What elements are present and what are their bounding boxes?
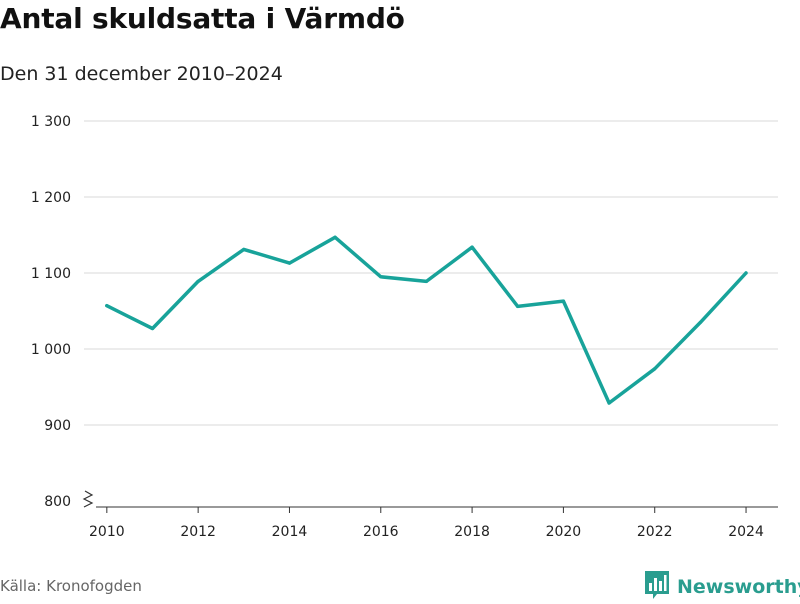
data-point	[150, 326, 155, 331]
y-tick-label: 1 000	[31, 342, 71, 358]
x-tick-label: 2022	[637, 524, 673, 540]
y-tick-label: 900	[44, 418, 71, 434]
y-tick-label: 1 300	[31, 114, 71, 130]
data-point	[105, 304, 109, 308]
data-point	[516, 304, 520, 309]
bar-chart-flag-icon	[644, 570, 670, 604]
x-tick-label: 2020	[546, 524, 582, 540]
data-point	[561, 299, 566, 303]
data-point	[424, 279, 429, 283]
x-tick-label: 2012	[180, 524, 216, 540]
y-tick-label: 1 100	[31, 266, 71, 282]
data-point	[242, 247, 246, 252]
data-point	[653, 367, 657, 371]
chart-subtitle: Den 31 december 2010–2024	[0, 63, 283, 85]
axes	[82, 490, 778, 513]
data-point	[196, 279, 200, 283]
data-point	[470, 245, 474, 249]
source-note: Källa: Kronofogden	[0, 577, 142, 595]
x-tick-label: 2018	[454, 524, 490, 540]
y-tick-label: 1 200	[31, 190, 71, 206]
tick-labels: 800 900 1 000 1 100 1 200 1 300 2010 2012 2014 20…	[31, 114, 764, 540]
data-point	[607, 401, 611, 405]
brand-name: Newsworthy	[677, 576, 800, 598]
data-point	[744, 271, 748, 275]
series-line-0	[105, 235, 748, 405]
data-point	[287, 261, 292, 265]
series-layer	[105, 235, 748, 405]
gridlines	[84, 120, 778, 426]
data-point	[333, 235, 337, 239]
x-tick-label: 2016	[363, 524, 399, 540]
data-point	[379, 275, 383, 279]
chart-title: Antal skuldsatta i Värmdö	[0, 2, 405, 35]
brand-logo[interactable]: Newsworthy	[644, 570, 800, 604]
x-tick-label: 2010	[89, 524, 125, 540]
axis-break-icon	[82, 490, 94, 508]
x-tick-label: 2024	[728, 524, 764, 540]
x-tick-label: 2014	[272, 524, 308, 540]
data-point	[698, 320, 702, 324]
y-tick-label: 800	[44, 494, 71, 510]
